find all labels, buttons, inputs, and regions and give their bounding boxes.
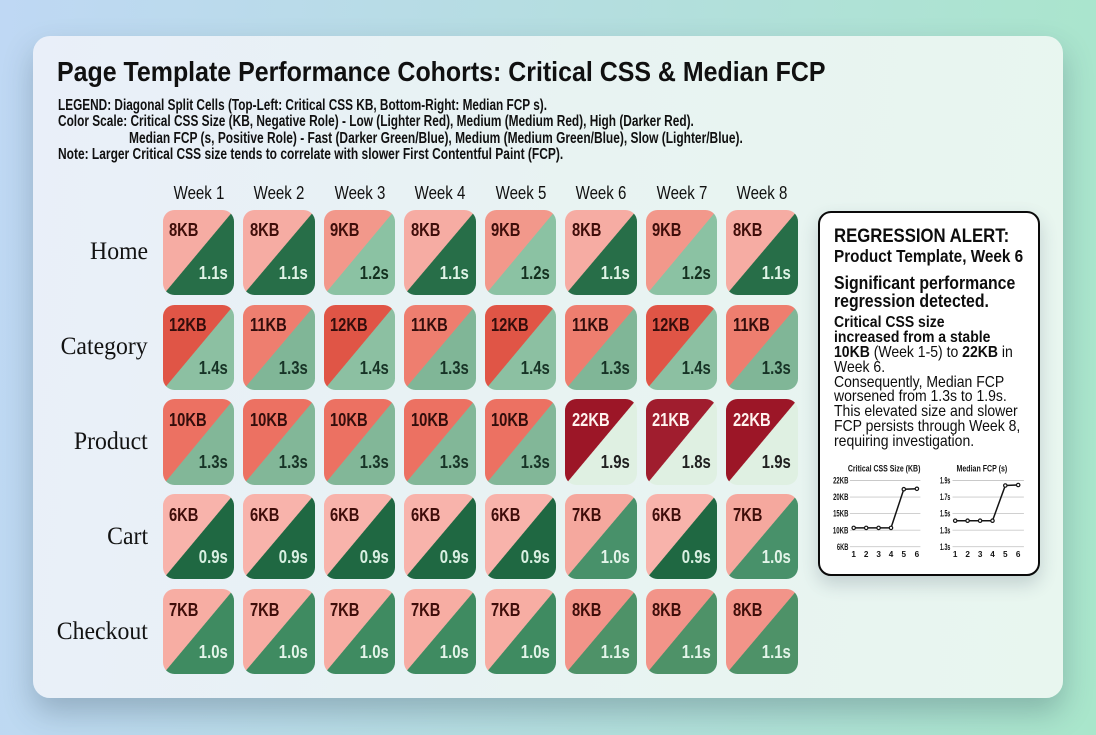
svg-text:5: 5 [1003, 550, 1008, 559]
svg-text:22KB: 22KB [833, 476, 849, 486]
svg-text:6: 6 [915, 550, 920, 559]
svg-text:20KB: 20KB [833, 492, 849, 502]
svg-text:1.3s: 1.3s [940, 525, 950, 535]
svg-text:6: 6 [1016, 550, 1021, 559]
svg-text:1.9s: 1.9s [940, 476, 950, 486]
svg-text:4: 4 [990, 550, 995, 559]
svg-text:3: 3 [876, 550, 881, 559]
svg-text:Critical CSS Size (KB): Critical CSS Size (KB) [848, 464, 921, 474]
svg-text:1: 1 [852, 550, 857, 559]
svg-text:2: 2 [864, 550, 869, 559]
svg-text:10KB: 10KB [833, 525, 849, 535]
svg-text:1.5s: 1.5s [940, 509, 950, 519]
svg-text:2: 2 [965, 550, 970, 559]
svg-text:Median FCP (s): Median FCP (s) [957, 464, 1008, 474]
svg-text:3: 3 [978, 550, 983, 559]
svg-text:1.7s: 1.7s [940, 492, 950, 502]
svg-text:15KB: 15KB [833, 509, 849, 519]
svg-text:4: 4 [889, 550, 894, 559]
svg-text:5: 5 [902, 550, 907, 559]
svg-text:1: 1 [953, 550, 958, 559]
svg-text:1.3s: 1.3s [940, 542, 950, 552]
svg-text:6KB: 6KB [837, 542, 849, 552]
